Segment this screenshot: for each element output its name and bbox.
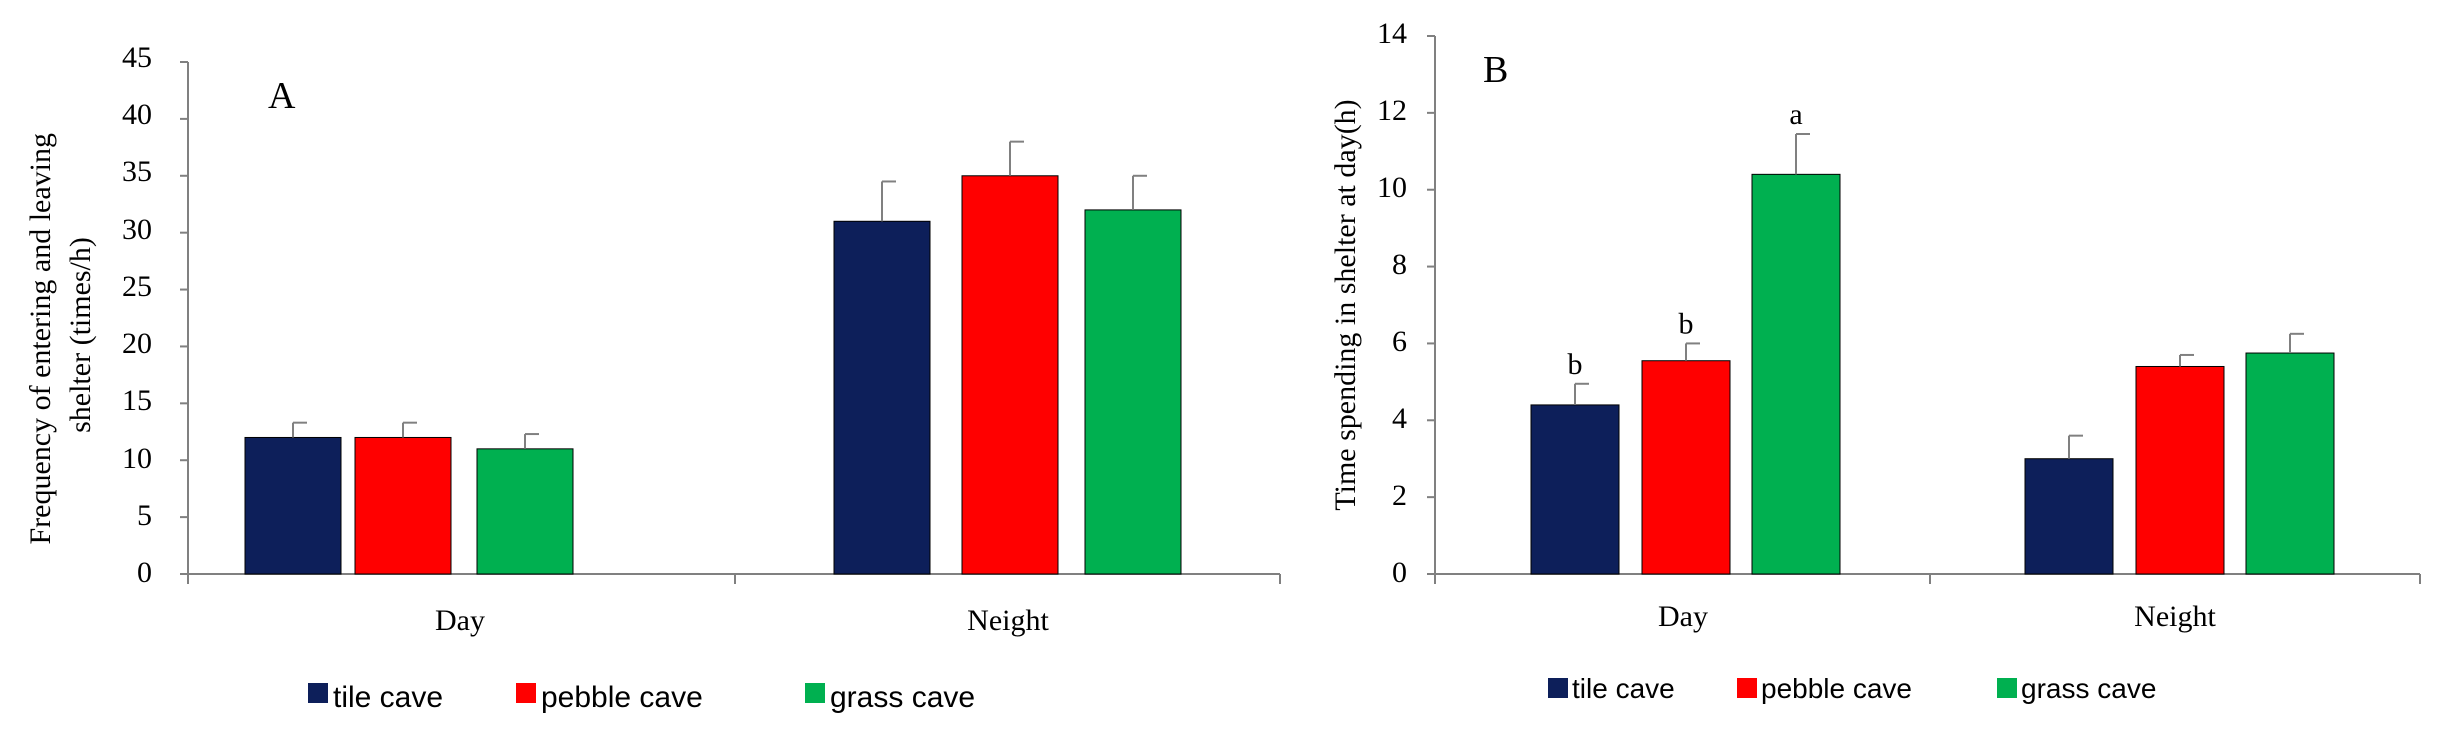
panel-a-ytick: 5 bbox=[137, 499, 152, 532]
panel-a-ytick: 35 bbox=[122, 155, 152, 188]
panel-b-bar-pebble-neight bbox=[2135, 365, 2225, 575]
panel-b-marks: b b a bbox=[1427, 35, 2421, 584]
panel-a-yticks: 0 5 10 15 20 25 30 35 40 45 bbox=[122, 41, 152, 589]
panel-b-ylabel: Time spending in shelter at day(h) bbox=[1329, 99, 1362, 510]
panel-b-ytick: 12 bbox=[1377, 94, 1407, 127]
panel-b-legend-swatch-pebble bbox=[1737, 678, 1757, 698]
panel-b-ytick: 0 bbox=[1392, 556, 1407, 589]
panel-b-ytick: 8 bbox=[1392, 248, 1407, 281]
panel-a-ytick: 20 bbox=[122, 327, 152, 360]
panel-a-legend-label-pebble: pebble cave bbox=[541, 681, 703, 714]
panel-b-bar-grass-day bbox=[1751, 173, 1841, 575]
panel-b-legend-swatch-tile bbox=[1548, 678, 1568, 698]
panel-b-ytick: 2 bbox=[1392, 479, 1407, 512]
panel-b-ytick: 10 bbox=[1377, 171, 1407, 204]
panel-a-bar-pebble-day bbox=[354, 436, 452, 575]
panel-a-bar-grass-neight bbox=[1084, 209, 1182, 575]
panel-b-bar-grass-neight bbox=[2245, 352, 2335, 575]
panel-a-ytick: 15 bbox=[122, 384, 152, 417]
panel-b-xcat-neight: Neight bbox=[2134, 600, 2216, 633]
panel-a-ytick: 10 bbox=[122, 442, 152, 475]
panel-b-ytick: 4 bbox=[1392, 402, 1407, 435]
panel-a-bar-grass-day bbox=[476, 448, 574, 575]
panel-b-legend-label-pebble: pebble cave bbox=[1761, 673, 1912, 704]
panel-a-ytick: 0 bbox=[137, 556, 152, 589]
panel-b-sig-label: b bbox=[1568, 348, 1583, 381]
panel-a-label: A bbox=[268, 75, 296, 117]
panel-a-legend-swatch-pebble bbox=[516, 683, 536, 703]
panel-a-legend: tile cave pebble cave grass cave bbox=[308, 681, 975, 714]
panel-b-legend-swatch-grass bbox=[1997, 678, 2017, 698]
panel-a-bar-tile-day bbox=[244, 436, 342, 575]
panel-a-ytick: 40 bbox=[122, 98, 152, 131]
panel-a-xcat-day: Day bbox=[435, 604, 485, 637]
panel-b-ytick: 14 bbox=[1377, 17, 1407, 50]
panel-b-yticks: 0 2 4 6 8 10 12 14 bbox=[1377, 17, 1407, 589]
panel-b-xcat-day: Day bbox=[1658, 600, 1708, 633]
panel-b-label: B bbox=[1483, 49, 1508, 91]
panel-a-ylabel: Frequency of entering and leaving shelte… bbox=[24, 125, 97, 544]
panel-a-ylabel-line-2: shelter (times/h) bbox=[64, 237, 97, 433]
panel-b-legend: tile cave pebble cave grass cave bbox=[1548, 673, 2156, 704]
panel-a-legend-label-grass: grass cave bbox=[830, 681, 975, 714]
panel-a-bar-pebble-neight bbox=[961, 175, 1059, 575]
panel-a-chart: A Frequency of entering and leaving shel… bbox=[24, 41, 1049, 714]
panel-b-sig-label: a bbox=[1789, 98, 1802, 131]
panel-b-legend-label-grass: grass cave bbox=[2021, 673, 2156, 704]
panel-b-sig-label: b bbox=[1679, 307, 1694, 340]
panel-a-ytick: 25 bbox=[122, 270, 152, 303]
panel-a-legend-label-tile: tile cave bbox=[333, 681, 443, 714]
panel-a-bar-tile-neight bbox=[833, 220, 931, 575]
panel-a-legend-swatch-tile bbox=[308, 683, 328, 703]
panel-b-bar-pebble-day bbox=[1641, 360, 1731, 575]
panel-a-ytick: 30 bbox=[122, 213, 152, 246]
panel-a-marks bbox=[180, 61, 1281, 584]
panel-b-bar-tile-day bbox=[1530, 404, 1620, 575]
panel-a-legend-swatch-grass bbox=[805, 683, 825, 703]
panel-b-legend-label-tile: tile cave bbox=[1572, 673, 1675, 704]
panel-a-ylabel-line-1: Frequency of entering and leaving bbox=[24, 133, 57, 545]
panel-b-ytick: 6 bbox=[1392, 325, 1407, 358]
panel-a-ytick: 45 bbox=[122, 41, 152, 74]
panel-b-chart: B Time spending in shelter at day(h) 0 2… bbox=[1329, 17, 2216, 704]
panel-b-bar-tile-neight bbox=[2024, 458, 2114, 575]
panel-b-ylabel-line-1: Time spending in shelter at day(h) bbox=[1329, 99, 1362, 510]
panel-a-xcat-neight: Neight bbox=[967, 604, 1049, 637]
